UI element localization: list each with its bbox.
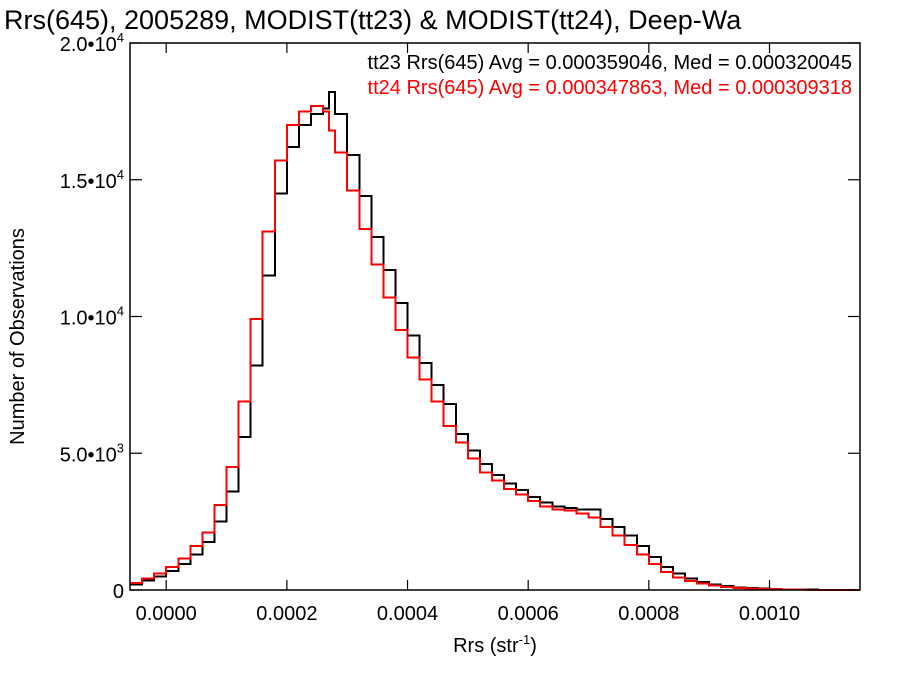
x-axis-label-close: ) [530, 635, 537, 657]
series-line-1 [130, 104, 860, 591]
y-tick-label-3: 1.5•104 [60, 167, 124, 193]
y-tick-label-1: 5.0•103 [60, 440, 124, 466]
series-layer [130, 91, 860, 591]
legend-annotations: tt23 Rrs(645) Avg = 0.000359046, Med = 0… [368, 52, 852, 99]
y-axis-label: Number of Observations [7, 228, 29, 445]
x-tick-label-1: 0.0002 [256, 603, 317, 625]
chart-title: Rrs(645), 2005289, MODIST(tt23) & MODIST… [4, 5, 742, 35]
plot-frame [129, 42, 861, 591]
x-axis-label: Rrs (str-1) [453, 632, 537, 657]
y-tick-label-4: 2.0•104 [60, 30, 124, 56]
x-axis-label-main: Rrs (str [453, 635, 519, 657]
ticks-layer: 0.0000 0.0002 0.0004 0.0006 0.0008 0.0010 0 5.0… [60, 30, 860, 625]
x-tick-label-5: 0.0010 [739, 603, 800, 625]
x-tick-label-4: 0.0008 [618, 603, 679, 625]
x-tick-label-0: 0.0000 [136, 603, 197, 625]
y-tick-label-0: 0 [113, 581, 124, 603]
annotation-0: tt23 Rrs(645) Avg = 0.000359046, Med = 0… [368, 52, 852, 74]
x-axis-label-superscript: -1 [519, 632, 531, 647]
series-line-0 [130, 91, 860, 591]
annotation-1: tt24 Rrs(645) Avg = 0.000347863, Med = 0… [368, 77, 852, 99]
x-tick-label-3: 0.0006 [498, 603, 559, 625]
y-tick-label-2: 1.0•104 [60, 304, 124, 330]
x-tick-label-2: 0.0004 [377, 603, 438, 625]
